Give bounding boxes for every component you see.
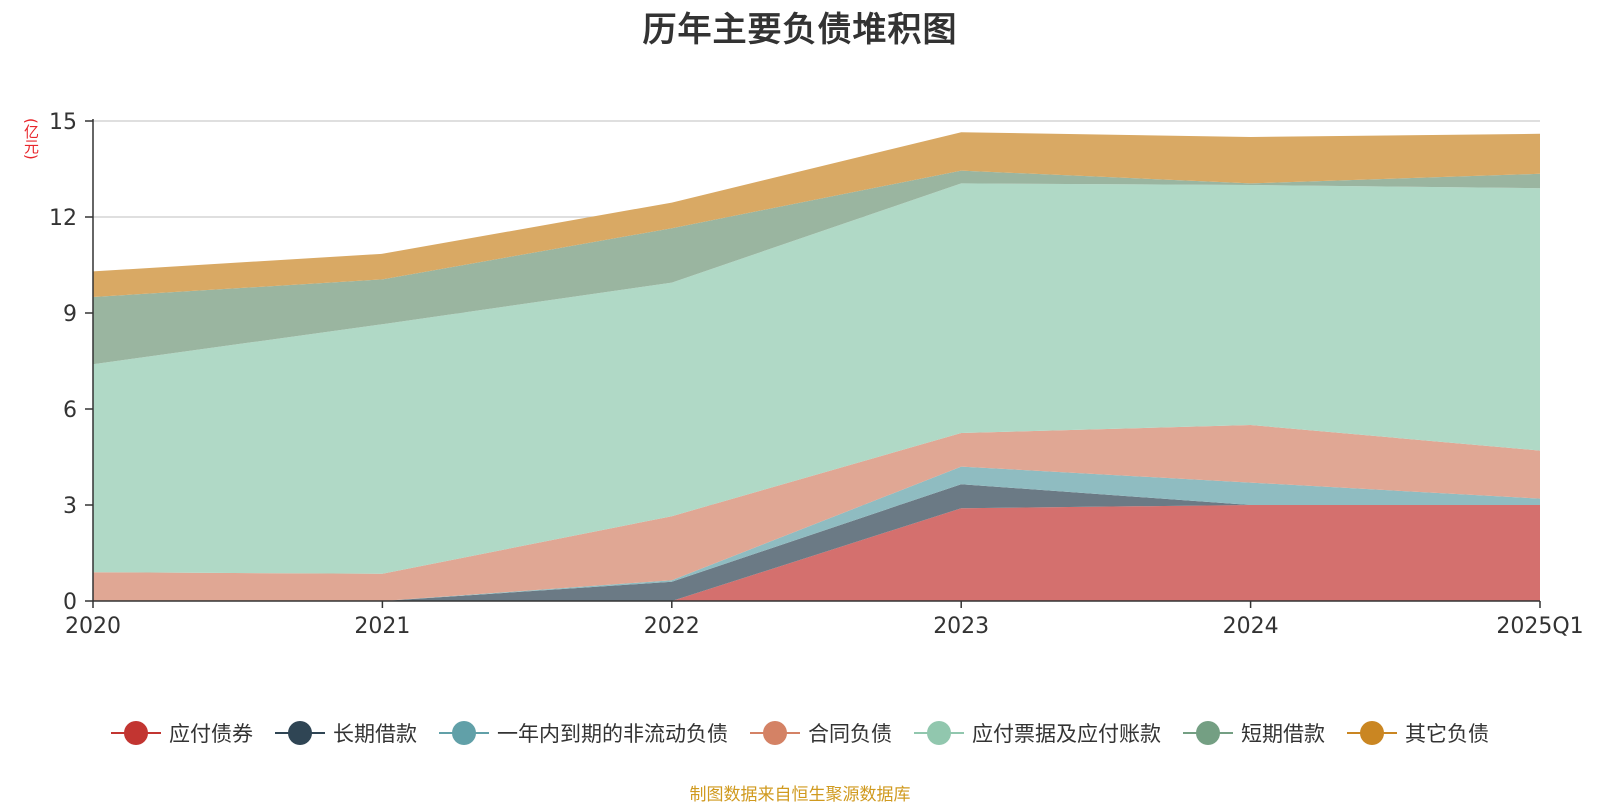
legend-label: 其它负债 (1405, 722, 1489, 746)
axes: 0 3 6 9 12 15 2020 2021 2022 2023 2024 2025Q1 (49, 110, 1584, 639)
x-tick-label: 2021 (354, 614, 410, 639)
legend-marker-dot (1196, 721, 1220, 745)
x-tick-label: 2022 (644, 614, 700, 639)
legend-item[interactable]: 应付票据及应付账款 (914, 718, 1161, 748)
legend-marker-icon (750, 720, 800, 746)
y-tick-label: 12 (49, 206, 77, 231)
area-series-4 (93, 183, 1540, 574)
legend-item[interactable]: 其它负债 (1347, 718, 1489, 748)
legend-marker-dot (1360, 721, 1384, 745)
legend-marker-dot (452, 721, 476, 745)
legend-item[interactable]: 长期借款 (275, 718, 417, 748)
y-tick-label: 9 (63, 302, 77, 327)
legend-marker-icon (439, 720, 489, 746)
legend-marker-dot (288, 721, 312, 745)
chart-title: 历年主要负债堆积图 (642, 10, 958, 50)
y-tick-label: 6 (63, 398, 77, 423)
y-tick-label: 0 (63, 590, 77, 615)
area-series-1 (93, 484, 1540, 601)
stacked-area-chart: 0 3 6 9 12 15 2020 2021 2022 2023 2024 2025Q1 (49, 110, 1584, 639)
x-tick-label: 2023 (933, 614, 989, 639)
area-series-group (93, 132, 1540, 601)
legend-label: 合同负债 (808, 722, 892, 746)
legend-marker-icon (1183, 720, 1233, 746)
legend-label: 应付票据及应付账款 (972, 722, 1161, 746)
legend-item[interactable]: 短期借款 (1183, 718, 1325, 748)
area-series-6 (93, 132, 1540, 297)
legend-marker-dot (763, 721, 787, 745)
area-series-5 (93, 170, 1540, 365)
x-tick-label: 2020 (65, 614, 121, 639)
legend-marker-icon (111, 720, 161, 746)
y-tick-label: 15 (49, 110, 77, 135)
data-source-note: 制图数据来自恒生聚源数据库 (689, 785, 911, 805)
legend-marker-icon (1347, 720, 1397, 746)
legend-marker-dot (124, 721, 148, 745)
y-tick-label: 3 (63, 494, 77, 519)
legend-label: 应付债券 (169, 722, 253, 746)
x-tick-label: 2025Q1 (1496, 614, 1583, 639)
area-series-0 (93, 505, 1540, 601)
legend-item[interactable]: 一年内到期的非流动负债 (439, 718, 728, 748)
legend-marker-dot (927, 721, 951, 745)
y-axis-unit-label: (亿元) (22, 118, 40, 160)
legend-label: 短期借款 (1241, 722, 1325, 746)
area-series-3 (93, 425, 1540, 601)
legend-marker-icon (914, 720, 964, 746)
legend-marker-icon (275, 720, 325, 746)
legend-label: 一年内到期的非流动负债 (497, 722, 728, 746)
legend-label: 长期借款 (333, 722, 417, 746)
legend-item[interactable]: 应付债券 (111, 718, 253, 748)
legend-item[interactable]: 合同负债 (750, 718, 892, 748)
chart-legend: 应付债券 长期借款 一年内到期的非流动负债 合同负债 应付票据及应付账款 短期借款 其它负债 (0, 718, 1600, 748)
x-tick-label: 2024 (1223, 614, 1279, 639)
